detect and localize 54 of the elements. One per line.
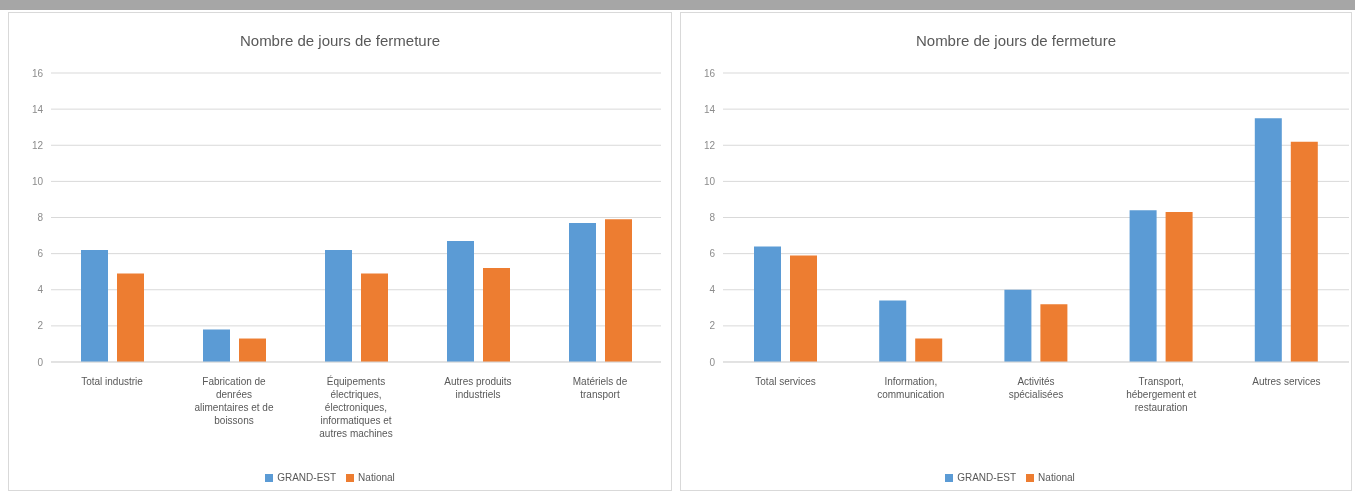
bar (361, 273, 388, 362)
bar (915, 338, 943, 362)
x-tick-label: Transport, hébergement et restauration (1126, 376, 1197, 414)
y-tick-label: 0 (37, 356, 44, 368)
x-tick-label: Fabrication de denrées alimentaires et de boissons (194, 376, 274, 427)
y-tick-label: 6 (37, 248, 44, 260)
y-tick-label: 14 (703, 103, 716, 115)
bar (447, 240, 474, 362)
y-tick-label: 16 (703, 67, 716, 79)
bar (1129, 210, 1157, 362)
chart-title: Nombre de jours de fermeture (238, 31, 442, 51)
y-tick-label: 4 (709, 284, 716, 296)
bar (325, 250, 352, 362)
bar (81, 250, 108, 362)
y-tick-label: 12 (31, 139, 44, 151)
legend-label: GRAND-EST (277, 472, 337, 483)
legend-label: GRAND-EST (957, 472, 1017, 483)
x-tick-label: Activités spécialisées (1008, 376, 1064, 401)
bar (569, 222, 596, 362)
x-tick-label: Total industrie (81, 376, 144, 388)
y-tick-label: 14 (31, 103, 44, 115)
x-tick-label: Autres produits industriels (444, 376, 512, 401)
bar (1004, 289, 1032, 362)
bar (1165, 212, 1193, 362)
legend-label: National (358, 472, 395, 483)
x-tick-label: Matériels de transport (572, 376, 628, 401)
bar (754, 246, 781, 362)
y-tick-label: 2 (37, 320, 44, 332)
y-tick-label: 10 (703, 175, 716, 187)
bar (1254, 118, 1282, 362)
bar (483, 268, 510, 362)
y-tick-label: 12 (703, 139, 716, 151)
bar (203, 329, 230, 362)
x-tick-label: Total services (755, 376, 816, 388)
bar (605, 219, 632, 362)
x-tick-label: Équipements électriques, électroniques, informatiques et autres machines (319, 375, 393, 440)
y-tick-label: 4 (37, 284, 44, 296)
bar (1040, 304, 1068, 362)
bar (239, 338, 266, 362)
y-tick-label: 0 (709, 356, 716, 368)
y-tick-label: 8 (709, 212, 716, 224)
y-tick-label: 2 (709, 320, 716, 332)
bar (879, 300, 907, 362)
y-tick-label: 10 (31, 175, 44, 187)
x-tick-label: Autres services (1252, 376, 1321, 388)
y-tick-label: 8 (37, 212, 44, 224)
y-tick-label: 16 (31, 67, 44, 79)
y-tick-label: 6 (709, 248, 716, 260)
chart-title: Nombre de jours de fermeture (914, 31, 1118, 51)
x-tick-label: Information, communication (877, 376, 945, 401)
bar (117, 273, 144, 362)
legend-label: National (1038, 472, 1075, 483)
bar (790, 255, 817, 362)
bar (1290, 141, 1318, 362)
